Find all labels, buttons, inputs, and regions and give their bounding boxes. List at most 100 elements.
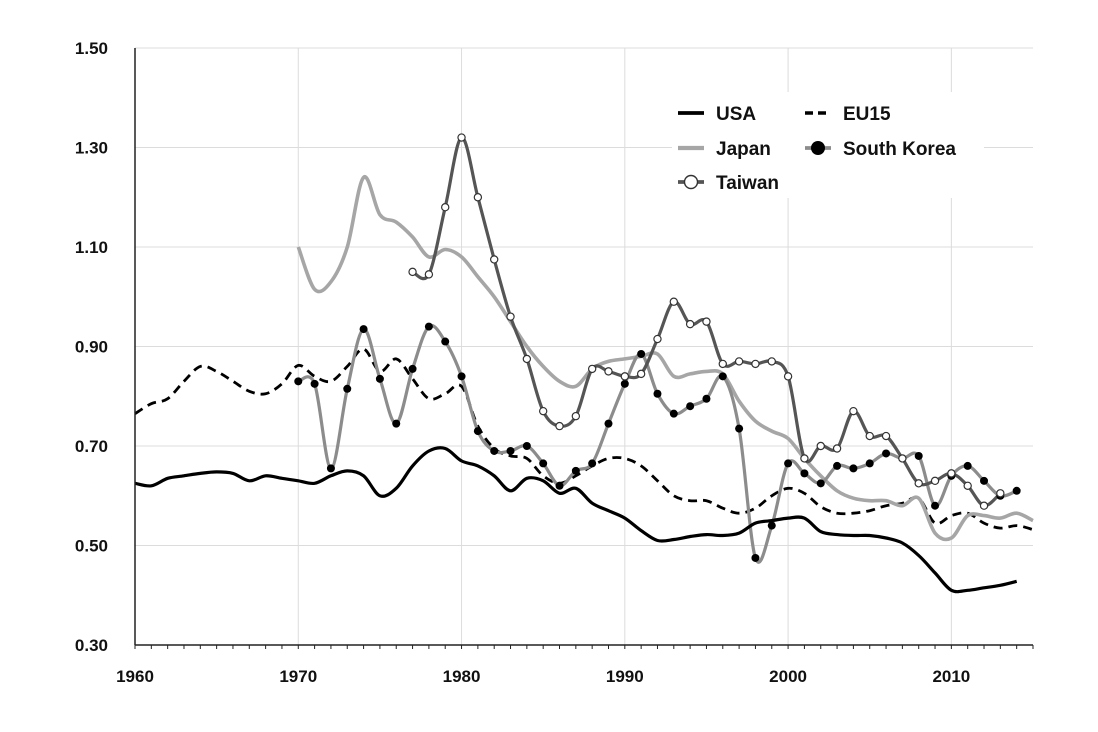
point-taiwan — [636, 369, 646, 379]
point-south-korea — [555, 481, 564, 490]
point-taiwan — [849, 406, 858, 416]
point-taiwan — [816, 441, 825, 451]
point-south-korea — [718, 372, 727, 381]
x-tick-label: 2010 — [932, 667, 970, 686]
point-south-korea — [849, 464, 858, 473]
series-line-usa — [134, 446, 1018, 594]
point-taiwan — [914, 479, 923, 488]
point-south-korea — [441, 337, 450, 346]
point-south-korea — [1012, 486, 1021, 495]
point-south-korea — [800, 469, 809, 478]
x-tick-label: 2000 — [769, 667, 807, 686]
point-south-korea — [669, 409, 678, 418]
point-taiwan — [767, 357, 776, 366]
point-taiwan — [441, 202, 450, 212]
y-tick-label: 1.10 — [75, 238, 108, 257]
point-south-korea — [735, 424, 744, 433]
point-south-korea — [343, 384, 352, 393]
point-taiwan — [669, 297, 679, 306]
point-taiwan — [571, 411, 581, 421]
y-tick-label: 0.90 — [75, 338, 108, 357]
point-south-korea — [833, 461, 842, 470]
point-south-korea — [294, 377, 303, 386]
point-taiwan — [538, 406, 548, 416]
x-tick-label: 1960 — [116, 667, 154, 686]
legend-label-eu15: EU15 — [843, 104, 891, 125]
legend: USA EU15 Japan South Korea Taiwan — [672, 92, 984, 198]
point-taiwan — [604, 367, 613, 376]
legend-label-south-korea: South Korea — [843, 139, 956, 160]
point-taiwan — [555, 421, 564, 431]
legend-label-taiwan: Taiwan — [716, 173, 779, 194]
point-south-korea — [816, 479, 825, 488]
axes: 1.50 1.30 1.10 0.90 0.70 0.50 0.30 1960 1970 1980… — [75, 39, 1034, 686]
y-tick-label: 0.30 — [75, 636, 108, 655]
point-south-korea — [914, 451, 923, 460]
point-south-korea — [473, 427, 482, 436]
point-south-korea — [392, 419, 401, 428]
point-taiwan — [865, 431, 874, 441]
point-taiwan — [408, 267, 417, 277]
point-taiwan — [947, 469, 956, 478]
series-line-japan — [296, 175, 1034, 542]
point-south-korea — [963, 461, 972, 470]
point-taiwan — [473, 193, 483, 202]
point-taiwan — [800, 454, 809, 463]
x-tick-label: 1980 — [443, 667, 481, 686]
point-south-korea — [980, 476, 989, 485]
point-south-korea — [686, 402, 695, 411]
y-tick-label: 1.50 — [75, 39, 108, 58]
legend-marker-taiwan — [683, 174, 699, 190]
point-south-korea — [490, 446, 499, 455]
point-taiwan — [881, 431, 891, 441]
legend-label-usa: USA — [716, 104, 756, 125]
legend-label-japan: Japan — [716, 139, 771, 160]
point-south-korea — [653, 389, 662, 398]
legend-background — [672, 92, 984, 198]
point-taiwan — [522, 354, 532, 364]
y-tick-label: 0.70 — [75, 437, 108, 456]
point-south-korea — [767, 521, 776, 530]
point-south-korea — [784, 459, 793, 468]
y-tick-label: 1.30 — [75, 139, 108, 158]
legend-marker-south-korea — [811, 141, 825, 155]
point-taiwan — [832, 444, 842, 453]
point-south-korea — [457, 372, 466, 381]
point-south-korea — [326, 464, 335, 473]
series-lines — [134, 135, 1034, 594]
series-markers — [294, 133, 1021, 562]
point-taiwan — [457, 133, 466, 142]
point-south-korea — [588, 459, 597, 468]
point-taiwan — [996, 489, 1005, 498]
y-tick-label: 0.50 — [75, 537, 108, 556]
point-taiwan — [490, 255, 499, 264]
point-taiwan — [620, 372, 630, 381]
point-south-korea — [620, 379, 629, 388]
point-taiwan — [979, 501, 989, 510]
series-line-south-korea — [297, 323, 1018, 564]
point-south-korea — [522, 442, 531, 450]
x-tick-label: 1970 — [279, 667, 317, 686]
point-south-korea — [882, 449, 891, 458]
point-taiwan — [653, 334, 662, 344]
x-tick-label: 1990 — [606, 667, 644, 686]
point-south-korea — [751, 553, 760, 562]
point-south-korea — [865, 459, 874, 468]
point-taiwan — [685, 319, 695, 329]
point-south-korea — [539, 459, 548, 468]
point-taiwan — [898, 454, 907, 463]
point-south-korea — [702, 394, 711, 403]
point-taiwan — [718, 359, 727, 369]
point-south-korea — [424, 322, 433, 331]
point-taiwan — [751, 359, 760, 369]
series-line-eu15 — [134, 347, 1034, 531]
point-taiwan — [734, 357, 744, 366]
point-south-korea — [637, 349, 646, 358]
point-taiwan — [783, 372, 793, 381]
point-taiwan — [702, 317, 711, 326]
point-south-korea — [571, 466, 580, 475]
point-taiwan — [930, 476, 940, 486]
point-south-korea — [359, 325, 368, 334]
point-taiwan — [963, 481, 972, 490]
